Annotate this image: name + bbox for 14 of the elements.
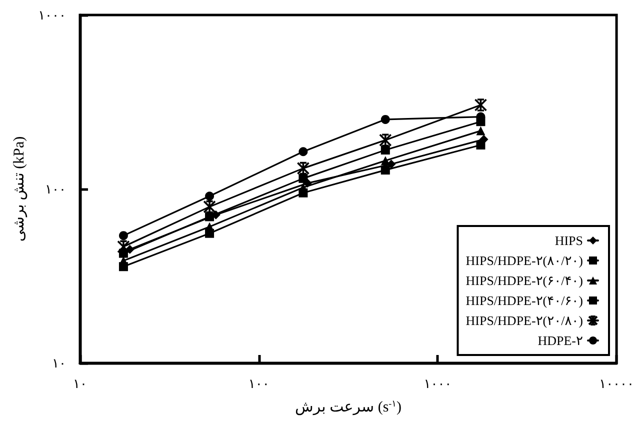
y-tick-label: ۱۰۰۰ (38, 8, 66, 22)
legend-label: HIPS/HDPE-۲(۴۰/۶۰) (466, 293, 583, 308)
legend-label: HIPS/HDPE-۲(۲۰/۸۰) (466, 313, 583, 328)
y-tick-label: ۱۰ (52, 356, 66, 370)
x-tick-label: ۱۰۰۰۰ (599, 376, 634, 391)
y-axis-title: تنش برشی (kPa) (12, 136, 28, 242)
legend-label: HDPE-۲ (538, 333, 584, 348)
x-tick-label: ۱۰ (73, 376, 87, 391)
legend-label: HIPS (554, 233, 583, 248)
x-tick-label: ۱۰۰۰ (424, 376, 452, 391)
legend-label: HIPS/HDPE-۲(۸۰/۲۰) (466, 253, 583, 268)
y-tick-label: ۱۰۰ (45, 182, 66, 196)
x-tick-label: ۱۰۰ (248, 376, 270, 391)
legend-label: HIPS/HDPE-۲(۶۰/۴۰) (466, 273, 583, 288)
